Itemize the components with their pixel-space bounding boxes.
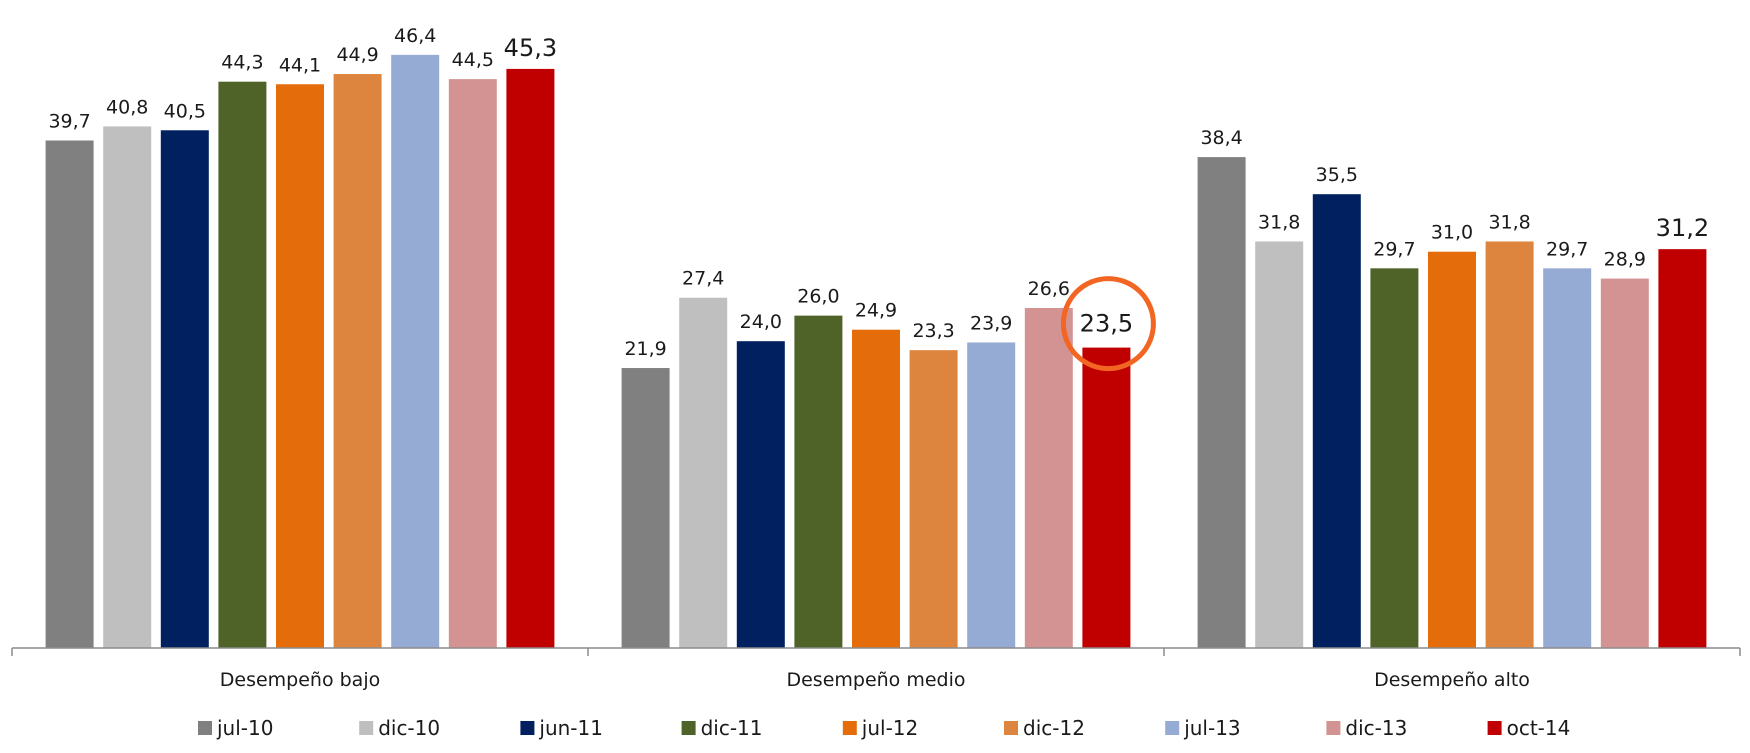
value-label-desempeno-bajo-dic-11: 44,3 [221, 52, 263, 74]
highlight-circle [1060, 276, 1156, 372]
bar-desempeno-bajo-dic-10 [103, 126, 152, 649]
bar-desempeno-alto-dic-13 [1600, 278, 1649, 648]
value-label-desempeno-alto-jul-13: 29,7 [1546, 238, 1588, 260]
value-label-desempeno-bajo-jul-10: 39,7 [48, 110, 90, 132]
bar-desempeno-medio-dic-13 [1024, 307, 1073, 648]
category-label-desempeno-bajo: Desempeño bajo [220, 669, 380, 691]
bar-desempeno-alto-dic-11 [1370, 268, 1419, 648]
bar-desempeno-medio-dic-10 [679, 297, 728, 648]
value-label-desempeno-bajo-dic-10: 40,8 [106, 96, 148, 118]
bar-desempeno-alto-jul-10 [1197, 157, 1246, 649]
legend-label-oct-14: oct-14 [1507, 716, 1571, 740]
value-label-desempeno-medio-jul-13: 23,9 [970, 312, 1012, 334]
legend-label-jul-13: jul-13 [1183, 716, 1240, 740]
legend-swatch-dic-10 [359, 721, 374, 735]
value-label-desempeno-alto-oct-14: 31,2 [1656, 214, 1709, 242]
bar-desempeno-bajo-jul-13 [391, 54, 440, 649]
value-label-desempeno-medio-jun-11: 24,0 [740, 311, 782, 333]
bar-desempeno-medio-oct-14 [1082, 347, 1131, 648]
value-label-desempeno-medio-jul-12: 24,9 [855, 300, 897, 322]
bar-desempeno-medio-jul-13 [967, 342, 1016, 648]
bar-desempeno-bajo-jun-11 [160, 130, 209, 648]
legend: jul-10 dic-10 jun-11 dic-11 jul-12 dic-12 jul-… [198, 716, 1570, 740]
value-label-desempeno-bajo-dic-12: 44,9 [336, 44, 378, 66]
bar-desempeno-medio-jul-12 [852, 329, 900, 648]
value-label-desempeno-alto-jul-12: 31,0 [1431, 222, 1473, 244]
bar-desempeno-bajo-jul-12 [276, 84, 324, 648]
value-label-desempeno-bajo-oct-14: 45,3 [504, 34, 557, 62]
highlight-layer [1060, 276, 1156, 372]
category-label-desempeno-alto: Desempeño alto [1374, 669, 1530, 691]
category-label-desempeno-medio: Desempeño medio [786, 669, 965, 691]
bar-desempeno-bajo-dic-11 [218, 81, 267, 648]
category-labels-layer: Desempeño bajo Desempeño medio Desempeño a… [220, 669, 1530, 691]
legend-label-dic-10: dic-10 [378, 716, 440, 740]
legend-swatch-jul-12 [842, 721, 857, 735]
bar-desempeno-alto-dic-12 [1485, 241, 1534, 649]
legend-swatch-dic-13 [1326, 721, 1341, 735]
value-label-desempeno-medio-dic-12: 23,3 [912, 320, 954, 342]
legend-label-dic-13: dic-13 [1345, 716, 1407, 740]
bar-desempeno-medio-jul-10 [621, 368, 670, 648]
legend-swatch-dic-11 [681, 721, 696, 735]
legend-swatch-dic-12 [1004, 721, 1018, 735]
value-label-desempeno-medio-dic-10: 27,4 [682, 268, 724, 290]
value-label-desempeno-medio-jul-10: 21,9 [624, 338, 666, 360]
bar-desempeno-alto-jun-11 [1312, 194, 1361, 648]
value-label-desempeno-alto-jun-11: 35,5 [1316, 164, 1358, 186]
legend-swatch-jul-10 [198, 721, 212, 735]
value-label-desempeno-alto-dic-10: 31,8 [1258, 211, 1300, 233]
value-labels-layer: 39,7 40,8 40,5 44,3 44,1 44,9 46,4 44,5 45,3 21,9… [48, 25, 1709, 360]
value-label-desempeno-bajo-jun-11: 40,5 [164, 100, 206, 122]
bar-desempeno-bajo-jul-10 [45, 140, 94, 649]
bar-desempeno-bajo-oct-14 [506, 68, 555, 648]
x-axis [11, 647, 1741, 656]
legend-swatch-jul-13 [1165, 721, 1180, 735]
value-label-desempeno-medio-dic-13: 26,6 [1028, 278, 1070, 300]
legend-label-dic-11: dic-11 [701, 716, 763, 740]
legend-swatch-jun-11 [520, 721, 535, 735]
bar-desempeno-medio-dic-11 [794, 315, 843, 648]
bars-layer [45, 54, 1707, 649]
value-label-desempeno-alto-jul-10: 38,4 [1200, 127, 1242, 149]
value-label-desempeno-bajo-dic-13: 44,5 [452, 49, 494, 71]
legend-label-jul-12: jul-12 [861, 716, 918, 740]
value-label-desempeno-alto-dic-12: 31,8 [1488, 211, 1530, 233]
value-label-desempeno-bajo-jul-13: 46,4 [394, 25, 436, 47]
bar-desempeno-medio-dic-12 [909, 350, 958, 648]
legend-swatch-oct-14 [1487, 721, 1502, 735]
value-label-desempeno-alto-dic-11: 29,7 [1373, 238, 1415, 260]
bar-desempeno-medio-jun-11 [736, 341, 785, 648]
value-label-desempeno-alto-dic-13: 28,9 [1604, 249, 1646, 271]
value-label-desempeno-bajo-jul-12: 44,1 [279, 54, 321, 76]
bar-desempeno-bajo-dic-13 [448, 79, 497, 648]
bar-desempeno-alto-dic-10 [1255, 241, 1304, 649]
bar-desempeno-alto-jul-12 [1428, 251, 1476, 648]
value-label-desempeno-medio-dic-11: 26,0 [797, 286, 839, 308]
legend-label-dic-12: dic-12 [1023, 716, 1085, 740]
value-label-desempeno-medio-oct-14: 23,5 [1080, 310, 1133, 338]
legend-label-jul-10: jul-10 [216, 716, 273, 740]
legend-label-jun-11: jun-11 [538, 716, 603, 740]
bar-desempeno-alto-oct-14 [1658, 249, 1707, 648]
bar-desempeno-alto-jul-13 [1543, 268, 1592, 648]
bar-desempeno-bajo-dic-12 [333, 74, 382, 648]
